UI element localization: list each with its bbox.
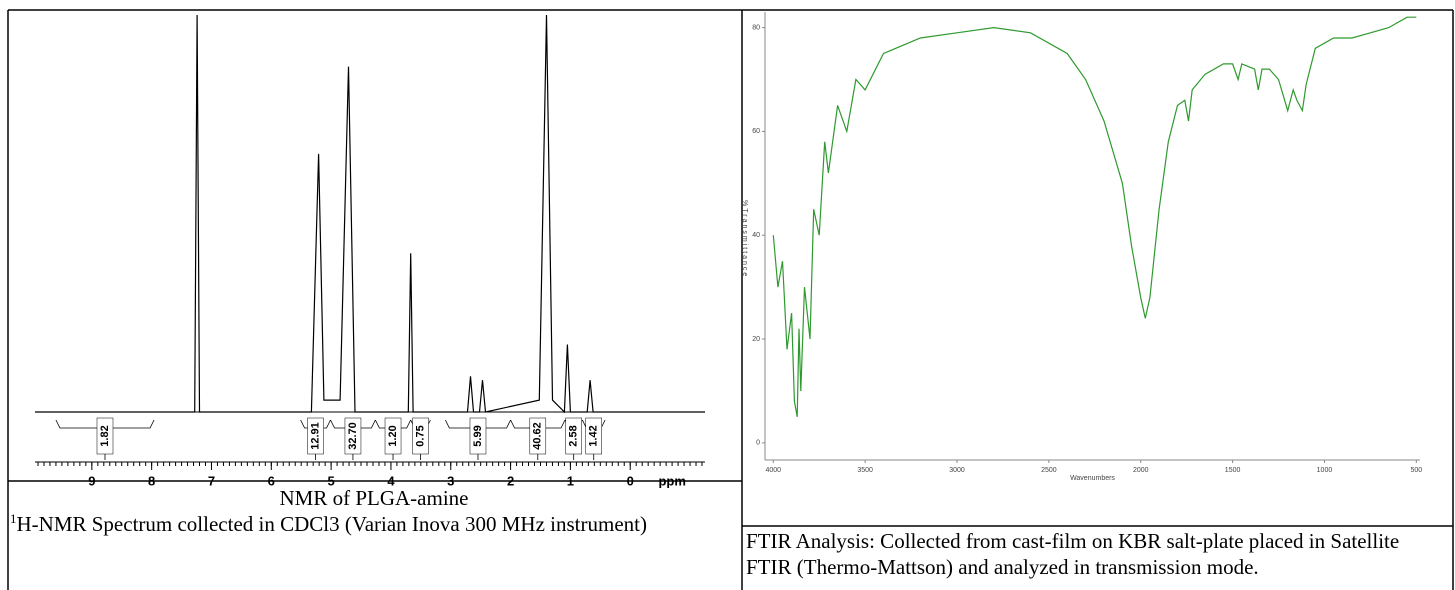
nmr-caption: NMR of PLGA-amine 1H-NMR Spectrum collec… [10, 485, 738, 537]
x-tick-label: 9 [88, 473, 95, 488]
integral-label-box [344, 417, 362, 455]
integral-label: 12.91 [309, 422, 321, 450]
integral-label-box [529, 417, 547, 455]
integral-label: 2.58 [568, 425, 580, 446]
table-borders [7, 9, 1454, 590]
integral-label-box [96, 417, 114, 455]
x-tick-label: 1000 [1317, 467, 1333, 474]
spectrum-line [772, 16, 1417, 418]
x-tick-label: 1 [567, 473, 574, 488]
integral-label: 32.70 [347, 422, 359, 450]
x-tick-label: 2 [507, 473, 514, 488]
y-tick-label: 40 [752, 232, 760, 239]
nmr-caption-text: 1H-NMR Spectrum collected in CDCl3 (Vari… [10, 511, 738, 537]
integral-label-box [469, 417, 487, 455]
x-tick-label: 4000 [765, 467, 781, 474]
y-tick-label: 0 [756, 440, 760, 447]
integral-label: 1.42 [588, 425, 600, 446]
integral-label-box [565, 417, 582, 455]
x-tick-label: 3000 [949, 467, 965, 474]
nmr-caption-title: NMR of PLGA-amine [279, 486, 469, 510]
integral-label: 0.75 [414, 425, 426, 446]
integral-label-box [412, 417, 429, 455]
x-tick-label: 0 [627, 473, 634, 488]
x-tick-label: 6 [268, 473, 275, 488]
x-tick-label: 3500 [857, 467, 873, 474]
x-tick-label: 2500 [1041, 467, 1057, 474]
x-tick-label: 1500 [1225, 467, 1241, 474]
integral-label: 5.99 [472, 425, 484, 446]
integral-label: 1.82 [99, 425, 111, 446]
y-tick-label: 20 [752, 336, 760, 343]
integral-label: 40.62 [532, 422, 544, 450]
integral-label-box [307, 417, 324, 455]
y-tick-label: 80 [752, 24, 760, 31]
integral-label-box [585, 417, 602, 455]
x-axis-label: ppm [658, 473, 685, 488]
x-tick-label: 2000 [1133, 467, 1149, 474]
x-tick-label: 7 [208, 473, 215, 488]
x-tick-label: 8 [148, 473, 155, 488]
y-tick-label: 60 [752, 128, 760, 135]
caption-text: H-NMR Spectrum collected in CDCl3 (Varia… [16, 512, 647, 536]
x-tick-label: 4 [387, 473, 395, 488]
superscript: 1 [10, 511, 17, 526]
x-tick-label: 3 [447, 473, 454, 488]
y-axis-label: %Transmittance [741, 200, 748, 278]
x-tick-label: 5 [327, 473, 334, 488]
spectrum-line [35, 14, 705, 414]
x-axis-label: Wavenumbers [1070, 475, 1115, 482]
integral-label-box [384, 417, 402, 455]
integral-label: 1.20 [387, 425, 399, 446]
x-tick-label: 500 [1410, 467, 1422, 474]
ftir-caption: FTIR Analysis: Collected from cast-film … [746, 529, 1400, 579]
